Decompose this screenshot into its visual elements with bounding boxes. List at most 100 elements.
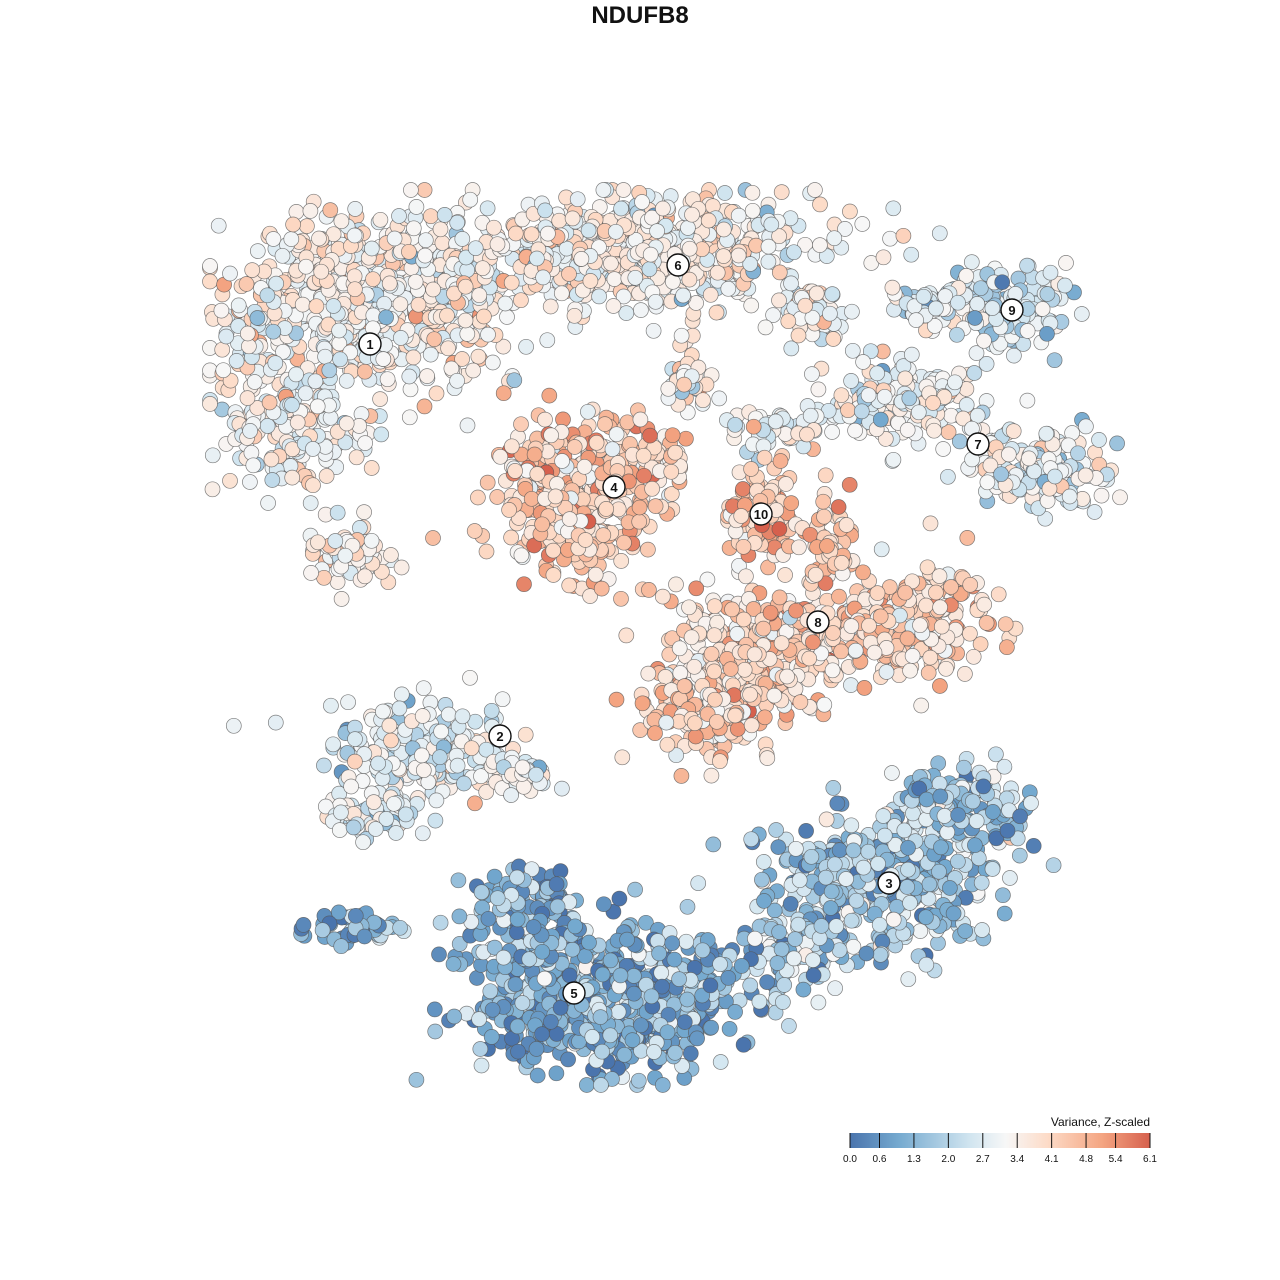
cell-point-cluster-4 <box>492 448 509 465</box>
cell-point-cluster-4 <box>580 403 596 420</box>
cell-point-cluster-1 <box>259 287 276 304</box>
cell-point-cluster-2 <box>517 726 534 743</box>
cell-point-cluster-5 <box>584 1029 601 1045</box>
cell-point-cluster-3 <box>828 918 845 935</box>
cell-point-cluster-8 <box>724 601 740 618</box>
cell-point-cluster-5 <box>408 1071 425 1088</box>
cell-point-cluster-1 <box>436 207 453 223</box>
cell-point-cluster-5 <box>702 977 719 994</box>
cell-point-cluster-4 <box>663 463 680 480</box>
cell-point-cluster-6 <box>462 191 479 208</box>
cell-point-cluster-4 <box>631 499 648 516</box>
cell-point-cluster-4 <box>503 529 519 546</box>
cell-point-cluster-3 <box>822 900 839 916</box>
cell-point-cluster-2 <box>345 819 362 836</box>
cell-point-cluster-1 <box>307 373 324 390</box>
cell-point-cluster-7 <box>935 441 952 457</box>
cell-point-cluster-1 <box>405 349 422 366</box>
cell-point-cluster-1 <box>416 182 433 198</box>
cell-point-cluster-3 <box>831 842 848 859</box>
cell-point-cluster-3 <box>798 823 814 839</box>
cell-point-cluster-2 <box>386 795 402 812</box>
cell-point-cluster-8 <box>683 629 700 646</box>
cell-point-cluster-6 <box>573 251 590 267</box>
cell-point-cluster-6 <box>540 225 556 242</box>
cell-point-cluster-7 <box>847 422 863 439</box>
cell-point-cluster-5 <box>627 881 643 898</box>
cell-point-cluster-1 <box>392 330 409 346</box>
cell-point-cluster-4 <box>501 502 517 518</box>
cell-point-cluster-5 <box>667 1044 683 1061</box>
cell-point-cluster-3 <box>858 945 875 962</box>
cell-point-cluster-1 <box>432 221 449 238</box>
cell-point-cluster-5 <box>333 938 350 955</box>
cell-point-cluster-1 <box>499 309 515 325</box>
cell-point-cluster-3 <box>968 813 985 829</box>
cell-point-cluster-6 <box>783 340 800 357</box>
cell-point-cluster-6 <box>744 202 761 219</box>
cell-point-cluster-7 <box>885 451 902 468</box>
cell-point-cluster-8 <box>736 661 753 678</box>
cell-point-cluster-8 <box>771 589 788 606</box>
cell-point-cluster-4 <box>526 446 543 463</box>
cell-point-cluster-1 <box>242 474 258 490</box>
cell-point-cluster-4 <box>545 542 562 559</box>
cell-point-cluster-2 <box>347 731 363 747</box>
cell-point-cluster-6 <box>771 264 788 281</box>
cell-point-cluster-1 <box>298 258 314 275</box>
cell-point-cluster-1 <box>347 281 363 298</box>
cell-point-cluster-4 <box>587 566 604 583</box>
cell-point-cluster-6 <box>720 280 737 297</box>
cell-points <box>202 182 1128 1093</box>
cell-point-cluster-5 <box>534 1026 550 1042</box>
cell-point-cluster-2 <box>340 694 356 711</box>
cell-point-cluster-2 <box>331 822 348 838</box>
cell-point-cluster-3 <box>1011 847 1028 864</box>
cell-point-cluster-5 <box>703 1019 719 1036</box>
cell-point-cluster-4 <box>588 434 605 451</box>
cell-point-cluster-5 <box>427 1023 444 1040</box>
cell-point-cluster-1 <box>407 273 424 290</box>
cell-point-cluster-2 <box>432 749 448 766</box>
cell-point-cluster-1 <box>228 353 245 369</box>
cell-point-cluster-6 <box>824 286 841 302</box>
cell-point-cluster-1 <box>375 351 392 367</box>
cell-point-cluster-8 <box>641 582 657 598</box>
cell-point-cluster-1 <box>321 362 338 379</box>
cell-point-cluster-2 <box>316 757 332 774</box>
cell-point-cluster-3 <box>996 758 1013 775</box>
cell-point-cluster-3 <box>791 872 808 889</box>
cell-point-cluster-4 <box>642 427 658 444</box>
cell-point-cluster-1 <box>284 397 300 413</box>
cell-point-cluster-1 <box>305 441 321 457</box>
cell-point-cluster-1 <box>238 276 255 292</box>
cell-point-cluster-6 <box>497 295 514 312</box>
cell-point-cluster-3 <box>870 855 886 872</box>
cell-point-cluster-3 <box>900 971 917 988</box>
cell-point-cluster-1 <box>440 340 456 357</box>
cell-point-cluster-6 <box>591 288 607 305</box>
cell-point-cluster-1 <box>372 211 389 228</box>
cell-point-cluster-2 <box>333 804 349 821</box>
cell-point-cluster-8 <box>843 677 859 693</box>
cell-point-cluster-6 <box>633 302 649 318</box>
cell-point-cluster-2 <box>225 717 242 734</box>
cell-point-cluster-6 <box>773 184 790 200</box>
cell-point-cluster-5 <box>664 935 681 952</box>
cell-point-cluster-5 <box>651 945 667 962</box>
cell-point-cluster-3 <box>950 807 966 823</box>
cell-point-cluster-5 <box>781 1018 797 1034</box>
cell-point-cluster-1 <box>202 258 218 274</box>
cell-point-cluster-3 <box>805 952 821 968</box>
cell-point-cluster-1 <box>305 477 321 494</box>
cell-point-cluster-1 <box>333 591 350 607</box>
cell-point-cluster-2 <box>503 787 519 803</box>
cell-point-cluster-1 <box>338 415 355 432</box>
cell-point-cluster-1 <box>470 348 487 365</box>
cell-point-cluster-1 <box>230 297 247 314</box>
cell-point-cluster-1 <box>425 530 441 546</box>
cell-point-cluster-5 <box>483 1029 500 1045</box>
cell-point-cluster-1 <box>308 298 325 315</box>
cell-point-cluster-1 <box>393 559 410 576</box>
cell-point-cluster-8 <box>777 567 793 583</box>
